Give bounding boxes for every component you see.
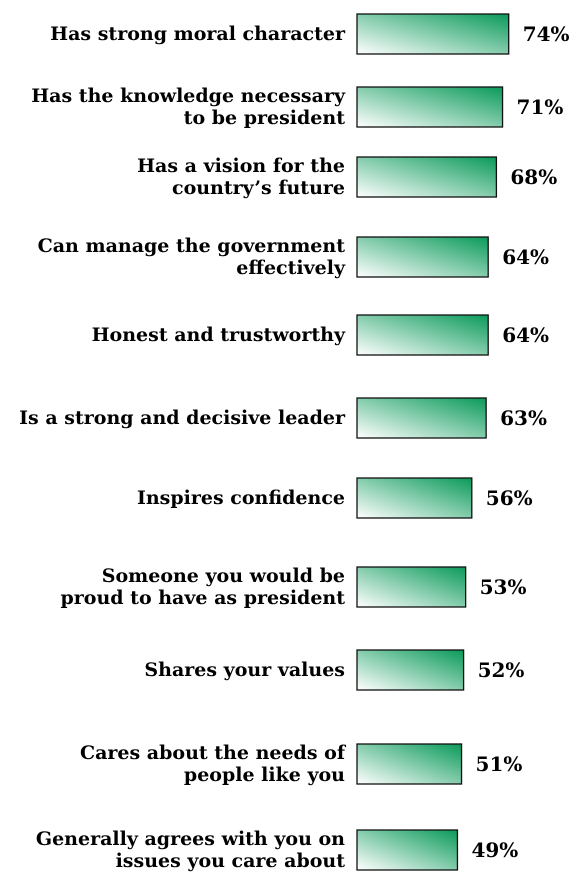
category-label: people like you bbox=[184, 764, 345, 786]
category-label: effectively bbox=[236, 257, 346, 279]
value-label: 71% bbox=[517, 95, 564, 119]
bar-row: Has strong moral character 74% bbox=[50, 13, 570, 55]
bar bbox=[356, 743, 463, 785]
bar bbox=[356, 649, 465, 691]
category-label: Generally agrees with you on bbox=[36, 828, 345, 850]
bar bbox=[356, 86, 504, 128]
category-label: Is a strong and decisive leader bbox=[19, 407, 346, 429]
category-label: proud to have as president bbox=[61, 587, 346, 609]
value-label: 49% bbox=[471, 838, 518, 862]
bar bbox=[356, 13, 510, 55]
value-label: 53% bbox=[480, 575, 527, 599]
bar-row: Inspires confidence 56% bbox=[137, 477, 533, 519]
bar-row: Honest and trustworthy 64% bbox=[92, 314, 549, 356]
category-label: Honest and trustworthy bbox=[92, 324, 346, 346]
category-label: Inspires confidence bbox=[137, 487, 345, 509]
category-label: country’s future bbox=[172, 177, 345, 199]
bar bbox=[356, 829, 459, 871]
value-label: 74% bbox=[523, 22, 570, 46]
value-label: 64% bbox=[502, 323, 549, 347]
bar bbox=[356, 477, 473, 519]
bar-row: Is a strong and decisive leader 63% bbox=[19, 397, 547, 439]
category-label: Someone you would be bbox=[102, 565, 345, 587]
category-label: Has a vision for the bbox=[137, 155, 345, 177]
bar bbox=[356, 566, 467, 608]
category-label: issues you care about bbox=[116, 850, 346, 872]
value-label: 63% bbox=[500, 406, 547, 430]
value-label: 51% bbox=[476, 752, 523, 776]
value-label: 68% bbox=[510, 165, 557, 189]
value-label: 56% bbox=[486, 486, 533, 510]
category-label: Can manage the government bbox=[38, 235, 346, 257]
category-label: Shares your values bbox=[144, 659, 345, 681]
bar-row: Shares your values 52% bbox=[144, 649, 525, 691]
bar bbox=[356, 314, 489, 356]
value-label: 64% bbox=[502, 245, 549, 269]
category-label: to be president bbox=[184, 107, 346, 129]
category-label: Cares about the needs of bbox=[80, 742, 347, 764]
bar bbox=[356, 236, 489, 278]
value-label: 52% bbox=[478, 658, 525, 682]
bar bbox=[356, 397, 487, 439]
category-label: Has strong moral character bbox=[50, 23, 346, 45]
category-label: Has the knowledge necessary bbox=[31, 85, 346, 107]
bar bbox=[356, 156, 498, 198]
bars: Has strong moral character 74% Has the kno… bbox=[19, 13, 570, 872]
